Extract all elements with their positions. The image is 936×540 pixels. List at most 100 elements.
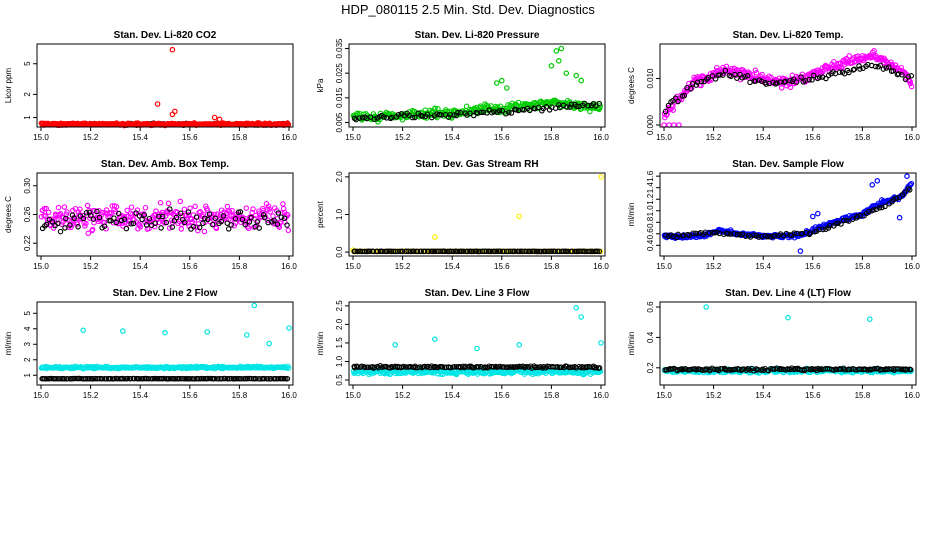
data-point: [494, 248, 500, 255]
data-point: [280, 201, 286, 207]
data-point: [838, 221, 844, 227]
data-point: [594, 248, 601, 255]
data-point: [184, 376, 190, 382]
data-point: [124, 375, 131, 382]
data-point: [411, 248, 417, 255]
panel-title: Stan. Dev. Line 2 Flow: [113, 288, 218, 299]
data-point: [734, 231, 741, 238]
y-tick-label: 0.0: [335, 246, 344, 258]
data-point: [99, 375, 106, 382]
data-point: [778, 85, 785, 91]
data-point: [278, 214, 285, 220]
data-point: [692, 230, 699, 237]
data-point: [151, 375, 158, 382]
plot-frame: [36, 43, 294, 128]
data-point: [218, 376, 225, 382]
data-point: [879, 366, 886, 373]
y-tick-label: 0.22: [23, 235, 32, 251]
data-point: [529, 248, 536, 255]
data-point: [907, 366, 914, 373]
x-tick-label: 15.6: [182, 262, 198, 271]
data-point: [109, 376, 116, 382]
data-point: [503, 85, 510, 91]
series-magenta: [661, 48, 915, 128]
data-point: [719, 365, 726, 372]
x-tick-label: 16.0: [904, 133, 920, 142]
data-point: [816, 74, 823, 80]
data-point: [167, 375, 173, 382]
data-point: [548, 248, 555, 255]
y-tick-label: 0.6: [646, 228, 655, 240]
data-point: [596, 365, 603, 371]
x-tick-label: 15.6: [494, 262, 510, 271]
data-point: [711, 230, 718, 236]
data-point: [751, 232, 757, 239]
data-point: [409, 114, 416, 121]
data-point: [901, 190, 908, 196]
data-point: [284, 212, 291, 218]
data-point: [139, 216, 145, 223]
y-tick-label: 2.0: [335, 318, 344, 330]
series-cyan: [38, 302, 292, 372]
x-tick-label: 15.4: [132, 391, 148, 400]
data-point: [904, 366, 911, 373]
data-point: [174, 209, 180, 216]
data-point: [228, 222, 234, 228]
y-tick-label: 0.26: [23, 206, 32, 222]
data-point: [709, 73, 716, 79]
data-point: [261, 211, 268, 217]
x-tick-label: 15.8: [232, 391, 248, 400]
data-point: [690, 366, 697, 372]
data-point: [261, 375, 268, 382]
data-point: [720, 72, 726, 78]
data-point: [564, 104, 570, 110]
series-black: [663, 186, 913, 241]
data-point: [869, 182, 876, 188]
data-point: [461, 248, 467, 255]
x-tick-label: 15.2: [706, 262, 722, 271]
series-black: [39, 375, 291, 382]
x-tick-label: 15.8: [544, 391, 560, 400]
data-point: [80, 215, 87, 222]
data-point: [101, 219, 108, 226]
panel-title: Stan. Dev. Line 3 Flow: [425, 288, 530, 299]
series-black: [351, 363, 603, 371]
data-point: [888, 59, 894, 65]
data-point: [177, 210, 184, 217]
data-point: [85, 230, 91, 237]
data-point: [169, 46, 176, 53]
data-point: [492, 103, 499, 110]
data-point: [907, 80, 914, 87]
data-point: [665, 102, 672, 109]
x-tick-label: 15.6: [805, 262, 821, 271]
data-point: [156, 213, 162, 220]
y-tick-label: 5: [23, 311, 32, 316]
data-point: [578, 77, 585, 84]
data-point: [496, 108, 503, 114]
series-black: [351, 248, 603, 255]
data-point: [266, 340, 273, 347]
y-axis-label: ml/min: [4, 332, 13, 356]
data-point: [355, 364, 361, 370]
data-point: [97, 375, 103, 382]
data-point: [228, 375, 235, 382]
data-point: [362, 364, 368, 371]
data-point: [742, 233, 749, 240]
data-point: [167, 206, 173, 212]
data-point: [189, 376, 195, 382]
data-point: [478, 109, 484, 116]
series-green: [350, 45, 603, 125]
panel-4: Stan. Dev. Amb. Box Temp. 15.0 15.2 15.4 15.…: [4, 159, 297, 271]
data-point: [225, 207, 231, 214]
y-tick-label: 1.5: [335, 337, 344, 349]
data-point: [284, 222, 290, 228]
panel-title: Stan. Dev. Gas Stream RH: [415, 159, 538, 170]
data-point: [45, 209, 52, 216]
data-point: [444, 248, 451, 255]
data-point: [908, 180, 915, 187]
data-point: [206, 211, 213, 217]
data-point: [871, 207, 877, 213]
data-point: [431, 234, 438, 240]
data-point: [558, 45, 565, 52]
x-tick-label: 16.0: [904, 262, 920, 271]
